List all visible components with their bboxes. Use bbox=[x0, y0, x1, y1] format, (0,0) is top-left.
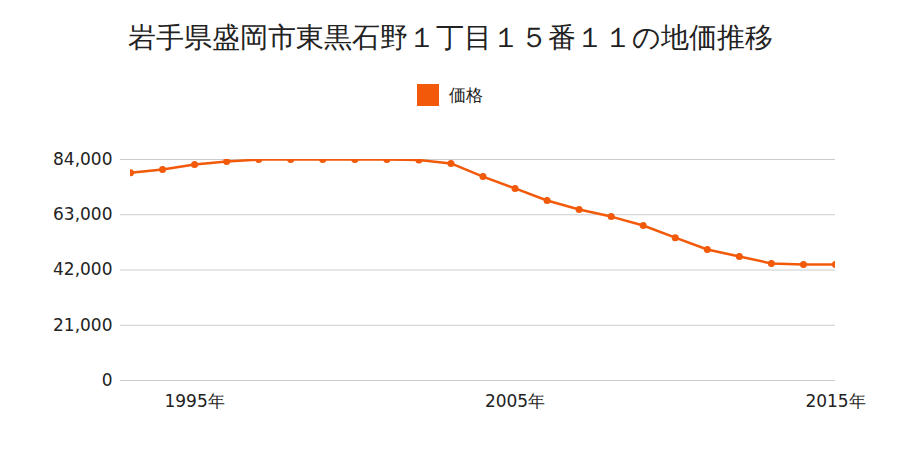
svg-text:42,000: 42,000 bbox=[53, 259, 112, 279]
svg-text:84,000: 84,000 bbox=[53, 149, 112, 169]
svg-text:63,000: 63,000 bbox=[53, 204, 112, 224]
html-text:価格: 価格 bbox=[449, 84, 483, 105]
svg-text:1995年: 1995年 bbox=[164, 391, 224, 411]
svg-text:2015年: 2015年 bbox=[805, 391, 865, 411]
svg-text:0: 0 bbox=[102, 370, 113, 390]
svg-text:21,000: 21,000 bbox=[53, 315, 112, 335]
html-text:岩手県盛岡市東黒石野１丁目１５番１１の地価推移: 岩手県盛岡市東黒石野１丁目１５番１１の地価推移 bbox=[127, 21, 773, 54]
svg-text:2005年: 2005年 bbox=[485, 391, 545, 411]
